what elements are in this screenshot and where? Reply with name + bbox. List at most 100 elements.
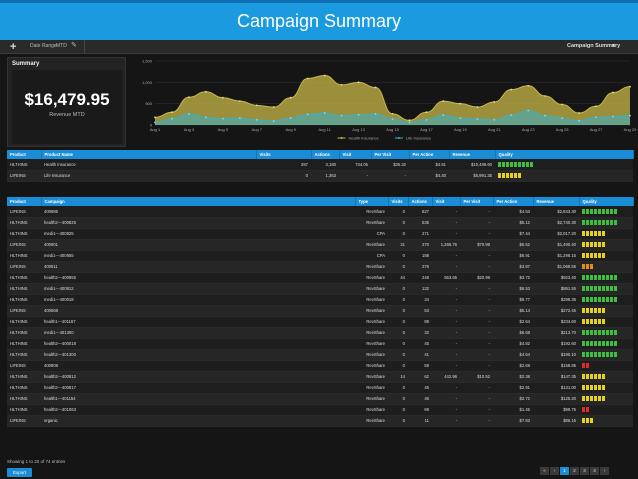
pencil-icon[interactable]: ✎ bbox=[71, 42, 77, 49]
quality-segment bbox=[582, 351, 585, 357]
quality-segment bbox=[594, 241, 597, 247]
chevron-down-icon[interactable]: ▾ bbox=[612, 43, 616, 49]
page-button[interactable]: 2 bbox=[570, 467, 579, 475]
quality-segment bbox=[518, 172, 521, 178]
column-header[interactable]: Quality bbox=[579, 197, 634, 206]
data-point bbox=[171, 111, 173, 114]
table-row[interactable]: HLTHINS health2---400812 RevShare 14 62 442.9… bbox=[7, 371, 633, 383]
table-cell: $7.44 bbox=[493, 228, 533, 240]
table-cell: $20.99 bbox=[460, 272, 493, 284]
table-row[interactable]: LIFEINS 400668 RevShare 0 53- - $5.14 $272.45 bbox=[7, 305, 633, 317]
table-cell: 45 bbox=[408, 382, 432, 394]
table-row[interactable]: HLTHINS health1---401167 RevShare 0 89- - $2.6… bbox=[7, 316, 633, 328]
quality-segment bbox=[610, 329, 613, 335]
date-range-value[interactable]: MTD bbox=[56, 43, 67, 49]
page-button[interactable]: › bbox=[600, 467, 609, 475]
table-cell: $5.14 bbox=[493, 305, 533, 317]
table-cell: - bbox=[432, 228, 460, 240]
plus-icon[interactable]: + bbox=[10, 41, 17, 53]
page-button[interactable]: 1 bbox=[560, 467, 569, 475]
table-row[interactable]: HLTHINS health2---400955 RevShare 44 248 563.… bbox=[7, 272, 633, 284]
page-button[interactable]: ‹ bbox=[550, 467, 559, 475]
column-header[interactable]: Visit bbox=[339, 150, 372, 159]
quality-meter bbox=[582, 252, 606, 259]
column-header[interactable]: Revenue bbox=[533, 197, 580, 206]
quality-segment bbox=[502, 161, 505, 167]
table-row[interactable]: HLTHINS health1---401154 RevShare 0 46- - $2.7… bbox=[7, 393, 633, 405]
table-cell: $3.87 bbox=[493, 261, 533, 273]
table-row[interactable]: HLTHINS health2---401063 RevShare 0 69- - $1.4… bbox=[7, 404, 633, 416]
table-row[interactable]: HLTHINS health2---400825 RevShare 0 535- - $5.… bbox=[7, 217, 633, 229]
table-row[interactable]: LIFEINS 400901 RevShare 21 270 1,285.76 $70.98… bbox=[7, 239, 633, 251]
data-point bbox=[204, 90, 207, 93]
table-row[interactable]: LIFEINS 400811 RevShare 0 276- - $3.87 $1,068.5… bbox=[7, 261, 633, 273]
column-header[interactable]: Per Visit bbox=[371, 150, 410, 159]
table-cell: - bbox=[460, 404, 493, 416]
table-cell: HLTHINS bbox=[7, 272, 41, 284]
export-button[interactable]: Export bbox=[7, 468, 32, 477]
table-cell: - bbox=[460, 228, 493, 240]
page-button[interactable]: 3 bbox=[580, 467, 589, 475]
quality-segment bbox=[606, 285, 609, 291]
data-point bbox=[357, 113, 360, 116]
column-header[interactable]: Visits bbox=[388, 197, 409, 206]
table-row[interactable]: HLTHINS medi1---401300 RevShare 0 32- - $6.68 $… bbox=[7, 327, 633, 339]
data-point bbox=[188, 96, 190, 99]
table-cell: Health Insurance bbox=[41, 159, 256, 171]
quality-segment bbox=[606, 329, 609, 335]
table-row[interactable]: HLTHINS health2---401300 RevShare 0 41- - $4.6… bbox=[7, 349, 633, 361]
quality-meter bbox=[498, 172, 522, 179]
top-navigation: + Date Range MTD ✎ Campaign Summary ▾ bbox=[0, 40, 638, 54]
page-button[interactable]: 4 bbox=[590, 467, 599, 475]
table-cell: organic bbox=[41, 415, 355, 427]
table-row[interactable]: LIFEINS organic RevShare 0 11- - $7.83 $86.15 bbox=[7, 415, 633, 427]
table-cell: $125.20 bbox=[533, 393, 579, 405]
column-header[interactable]: Type bbox=[355, 197, 389, 206]
column-header[interactable]: Product bbox=[7, 197, 42, 206]
table-row[interactable]: LIFEINS 400808 RevShare 0 59- - $2.69 $158.85 bbox=[7, 360, 633, 372]
data-point bbox=[408, 119, 411, 122]
table-cell: medi1---401300 bbox=[41, 327, 355, 339]
column-header[interactable]: Visits bbox=[256, 150, 312, 159]
column-header[interactable]: Quality bbox=[495, 150, 634, 159]
quality-cell bbox=[579, 415, 633, 427]
page-button[interactable]: « bbox=[540, 467, 549, 475]
entries-info: Showing 1 to 20 of 74 entries bbox=[7, 459, 66, 464]
column-header[interactable]: Visit bbox=[432, 197, 461, 206]
table-row[interactable]: LIFEINS Life Insurance 0 1,363- - $4.40 $5,991… bbox=[7, 170, 633, 182]
y-tick-label: 500 bbox=[145, 101, 152, 106]
table-cell: $10.52 bbox=[460, 371, 493, 383]
table-cell: LIFEINS bbox=[7, 360, 41, 372]
column-header[interactable]: Campaign bbox=[41, 197, 356, 206]
column-header[interactable]: Actions bbox=[311, 150, 340, 159]
table-row[interactable]: HLTHINS Health Insurance 287 3,180 734.05 $35… bbox=[7, 159, 633, 171]
table-cell: - bbox=[460, 360, 493, 372]
table-row[interactable]: HLTHINS health2---400018 RevShare 0 45- - $4.8… bbox=[7, 338, 633, 350]
column-header[interactable]: Revenue bbox=[449, 150, 496, 159]
table-cell: RevShare bbox=[355, 371, 388, 383]
table-row[interactable]: HLTHINS medi1---400825 CPA 0 271- - $7.44 $2,01… bbox=[7, 228, 633, 240]
quality-segment bbox=[582, 252, 585, 258]
quality-segment bbox=[582, 230, 585, 236]
table-row[interactable]: HLTHINS medi1---400955 CPA 0 188- - $6.91 $1,29… bbox=[7, 250, 633, 262]
table-cell: - bbox=[460, 316, 493, 328]
table-row[interactable]: HLTHINS medi1---400812 RevShare 0 132- - $6.53… bbox=[7, 283, 633, 295]
column-header[interactable]: Per Visit bbox=[460, 197, 494, 206]
table-cell: RevShare bbox=[355, 404, 388, 416]
column-header[interactable]: Actions bbox=[408, 197, 433, 206]
quality-segment bbox=[582, 373, 585, 379]
table-cell: RevShare bbox=[355, 382, 388, 394]
column-header[interactable]: Product bbox=[7, 150, 42, 159]
summary-heading: Summary bbox=[12, 61, 40, 67]
data-point bbox=[171, 117, 173, 120]
table-cell: LIFEINS bbox=[7, 261, 41, 273]
title-accent-strip bbox=[0, 0, 638, 3]
quality-segment bbox=[614, 285, 617, 291]
table-row[interactable]: LIFEINS 400985 RevShare 0 627- - $4.53 $2,843.3… bbox=[7, 206, 633, 218]
column-header[interactable]: Product Name bbox=[41, 150, 257, 159]
quality-segment bbox=[582, 274, 585, 280]
table-row[interactable]: HLTHINS medi1---400018 RevShare 0 34- - $8.77 $… bbox=[7, 294, 633, 306]
table-row[interactable]: HLTHINS health2---400817 RevShare 0 45- - $2.9… bbox=[7, 382, 633, 394]
column-header[interactable]: Per Action bbox=[493, 197, 534, 206]
column-header[interactable]: Per Action bbox=[409, 150, 450, 159]
